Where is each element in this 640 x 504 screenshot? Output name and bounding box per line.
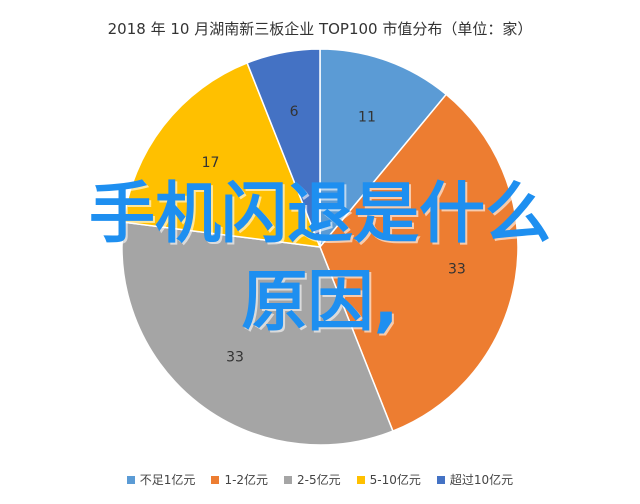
legend-swatch-2 (284, 475, 293, 484)
legend-item-3: 5-10亿元 (356, 471, 421, 488)
data-label-0: 11 (358, 110, 376, 126)
pie-slice-1 (319, 93, 519, 433)
legend-item-0: 不足1亿元 (126, 471, 196, 488)
legend-swatch-3 (356, 475, 365, 484)
legend-swatch-1 (211, 475, 220, 484)
data-label-2: 33 (226, 350, 244, 366)
legend: 不足1亿元 1-2亿元 2-5亿元 5-10亿元 超过10亿元 (0, 471, 640, 488)
legend-swatch-4 (436, 475, 445, 484)
chart-title: 2018 年 10 月湖南新三板企业 TOP100 市值分布（单位：家） (107, 20, 533, 38)
pie-slice-3 (122, 61, 322, 248)
overlay-caption: 手机闪退是什么 原因, (0, 170, 640, 346)
pie-slice-2 (121, 221, 394, 446)
pie-slice-4 (246, 48, 321, 248)
legend-item-4: 超过10亿元 (436, 471, 514, 488)
overlay-line-1: 手机闪退是什么 (89, 175, 551, 252)
data-label-1: 33 (448, 262, 466, 278)
legend-swatch-0 (126, 475, 135, 484)
legend-label-3: 5-10亿元 (369, 473, 421, 487)
legend-item-2: 2-5亿元 (284, 471, 341, 488)
pie-slice-0 (319, 48, 448, 250)
data-label-3: 17 (202, 155, 220, 171)
overlay-line-2: 原因, (241, 263, 399, 340)
legend-item-1: 1-2亿元 (211, 471, 268, 488)
legend-label-1: 1-2亿元 (224, 473, 269, 487)
data-label-4: 6 (290, 104, 299, 120)
legend-label-4: 超过10亿元 (449, 473, 514, 487)
legend-label-0: 不足1亿元 (139, 473, 196, 487)
legend-label-2: 2-5亿元 (297, 473, 341, 487)
